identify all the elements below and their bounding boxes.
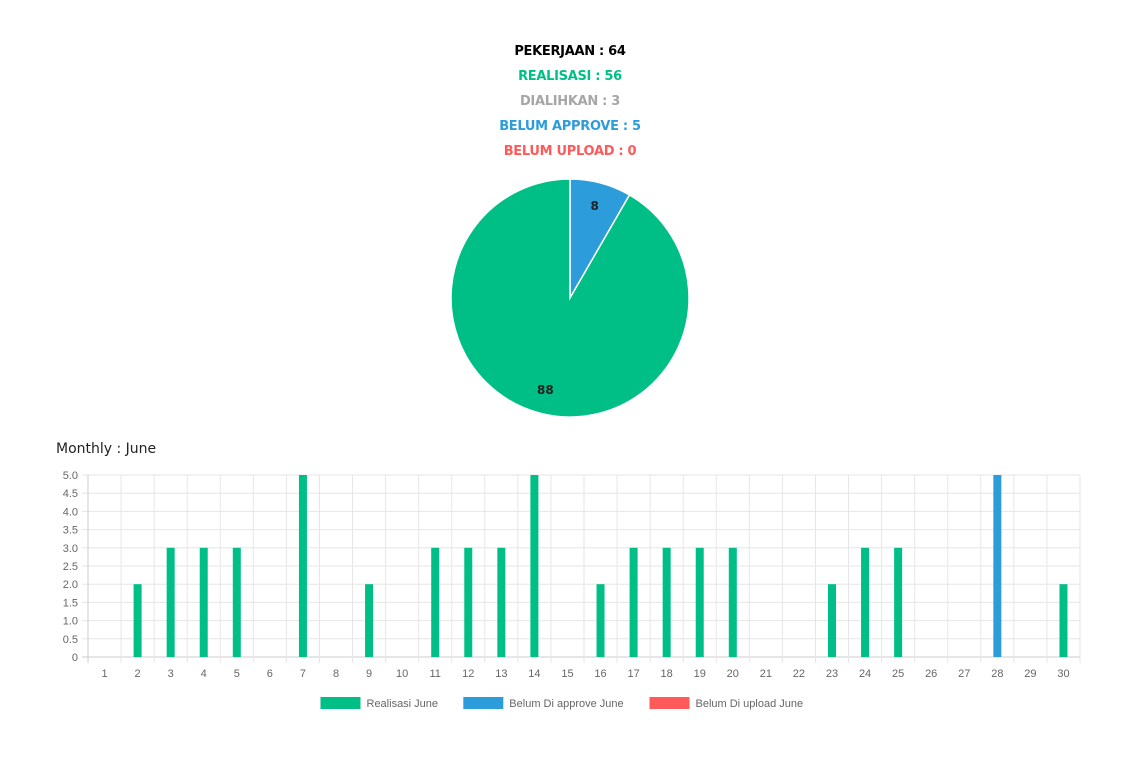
pie-chart[interactable]: 888: [440, 170, 700, 430]
bar-realisasi-june-3[interactable]: [166, 547, 175, 657]
pie-slice-label: 88: [537, 383, 554, 397]
bar-realisasi-june-2[interactable]: [133, 584, 142, 657]
x-tick-label: 13: [495, 668, 507, 680]
y-tick-label: 0.5: [63, 634, 78, 646]
x-tick-label: 3: [168, 668, 174, 680]
bar-realisasi-june-13[interactable]: [497, 547, 506, 657]
x-tick-label: 11: [429, 668, 440, 680]
bar-realisasi-june-17[interactable]: [629, 547, 638, 657]
y-tick-label: 1.0: [63, 616, 78, 628]
x-tick-label: 28: [991, 668, 1003, 680]
x-tick-label: 15: [561, 668, 573, 680]
bar-realisasi-june-16[interactable]: [596, 584, 605, 657]
legend-label[interactable]: Belum Di approve June: [509, 698, 623, 710]
x-tick-label: 21: [760, 668, 772, 680]
x-tick-label: 19: [694, 668, 706, 680]
legend-swatch[interactable]: [463, 697, 504, 709]
legend-swatch[interactable]: [320, 697, 361, 709]
bar-realisasi-june-19[interactable]: [695, 547, 704, 657]
y-tick-label: 5.0: [63, 470, 78, 482]
summary-dialihkan: DIALIHKAN : 3: [519, 94, 621, 109]
bar-belum-di-approve-june-28[interactable]: [993, 475, 1002, 657]
x-tick-label: 29: [1024, 668, 1036, 680]
bar-realisasi-june-18[interactable]: [662, 547, 671, 657]
x-tick-label: 27: [958, 668, 970, 680]
x-tick-label: 22: [793, 668, 805, 680]
summary-belum-upload: BELUM UPLOAD : 0: [503, 144, 637, 159]
x-tick-label: 12: [462, 668, 474, 680]
x-tick-label: 8: [333, 668, 339, 680]
summary-belum-approve: BELUM APPROVE : 5: [499, 119, 641, 134]
summary-block: PEKERJAAN : 64 REALISASI : 56 DIALIHKAN …: [0, 42, 1140, 167]
bar-realisasi-june-12[interactable]: [464, 547, 473, 657]
monthly-title: Monthly : June: [56, 441, 157, 457]
bar-realisasi-june-23[interactable]: [828, 584, 836, 657]
x-tick-label: 10: [396, 668, 408, 680]
bar-realisasi-june-11[interactable]: [431, 547, 440, 657]
summary-pekerjaan: PEKERJAAN : 64: [514, 44, 626, 59]
x-tick-label: 2: [135, 668, 141, 680]
x-tick-label: 17: [627, 668, 639, 680]
legend-swatch[interactable]: [649, 697, 690, 709]
bar-realisasi-june-20[interactable]: [728, 547, 737, 657]
x-tick-label: 6: [267, 668, 273, 680]
x-tick-label: 25: [892, 668, 904, 680]
y-tick-label: 4.0: [63, 506, 78, 518]
bar-realisasi-june-7[interactable]: [298, 475, 307, 657]
x-tick-label: 14: [528, 668, 540, 680]
bar-realisasi-june-30[interactable]: [1059, 584, 1068, 657]
y-tick-label: 3.5: [63, 525, 78, 537]
x-tick-label: 18: [661, 668, 673, 680]
x-tick-label: 7: [300, 668, 306, 680]
y-tick-label: 1.5: [63, 597, 78, 609]
bar-chart[interactable]: 00.51.01.52.02.53.03.54.04.55.01 2 3 4 5 6 7 8 9…: [0, 460, 1140, 720]
bar-realisasi-june-5[interactable]: [232, 547, 241, 657]
legend-label[interactable]: Belum Di upload June: [696, 698, 804, 710]
bar-realisasi-june-24[interactable]: [861, 547, 870, 657]
pie-slice-label: 8: [590, 199, 598, 213]
y-tick-label: 0: [72, 652, 78, 664]
y-tick-label: 3.0: [63, 543, 78, 555]
x-tick-label: 20: [727, 668, 739, 680]
x-tick-label: 16: [594, 668, 606, 680]
x-tick-label: 24: [859, 668, 871, 680]
y-tick-label: 2.5: [63, 561, 78, 573]
bar-realisasi-june-4[interactable]: [199, 547, 208, 657]
x-tick-label: 4: [201, 668, 207, 680]
bar-realisasi-june-25[interactable]: [894, 547, 903, 657]
legend-label[interactable]: Realisasi June: [367, 698, 439, 710]
y-tick-label: 2.0: [63, 579, 78, 591]
x-tick-label: 1: [101, 668, 107, 680]
bar-realisasi-june-9[interactable]: [365, 584, 374, 657]
bar-realisasi-june-14[interactable]: [530, 475, 539, 657]
x-tick-label: 5: [234, 668, 240, 680]
x-tick-label: 9: [366, 668, 372, 680]
summary-realisasi: REALISASI : 56: [518, 69, 622, 84]
y-tick-label: 4.5: [63, 488, 78, 500]
pie-slice-88[interactable]: [450, 178, 690, 418]
x-tick-label: 23: [826, 668, 838, 680]
x-tick-label: 26: [925, 668, 937, 680]
x-tick-label: 30: [1057, 668, 1069, 680]
